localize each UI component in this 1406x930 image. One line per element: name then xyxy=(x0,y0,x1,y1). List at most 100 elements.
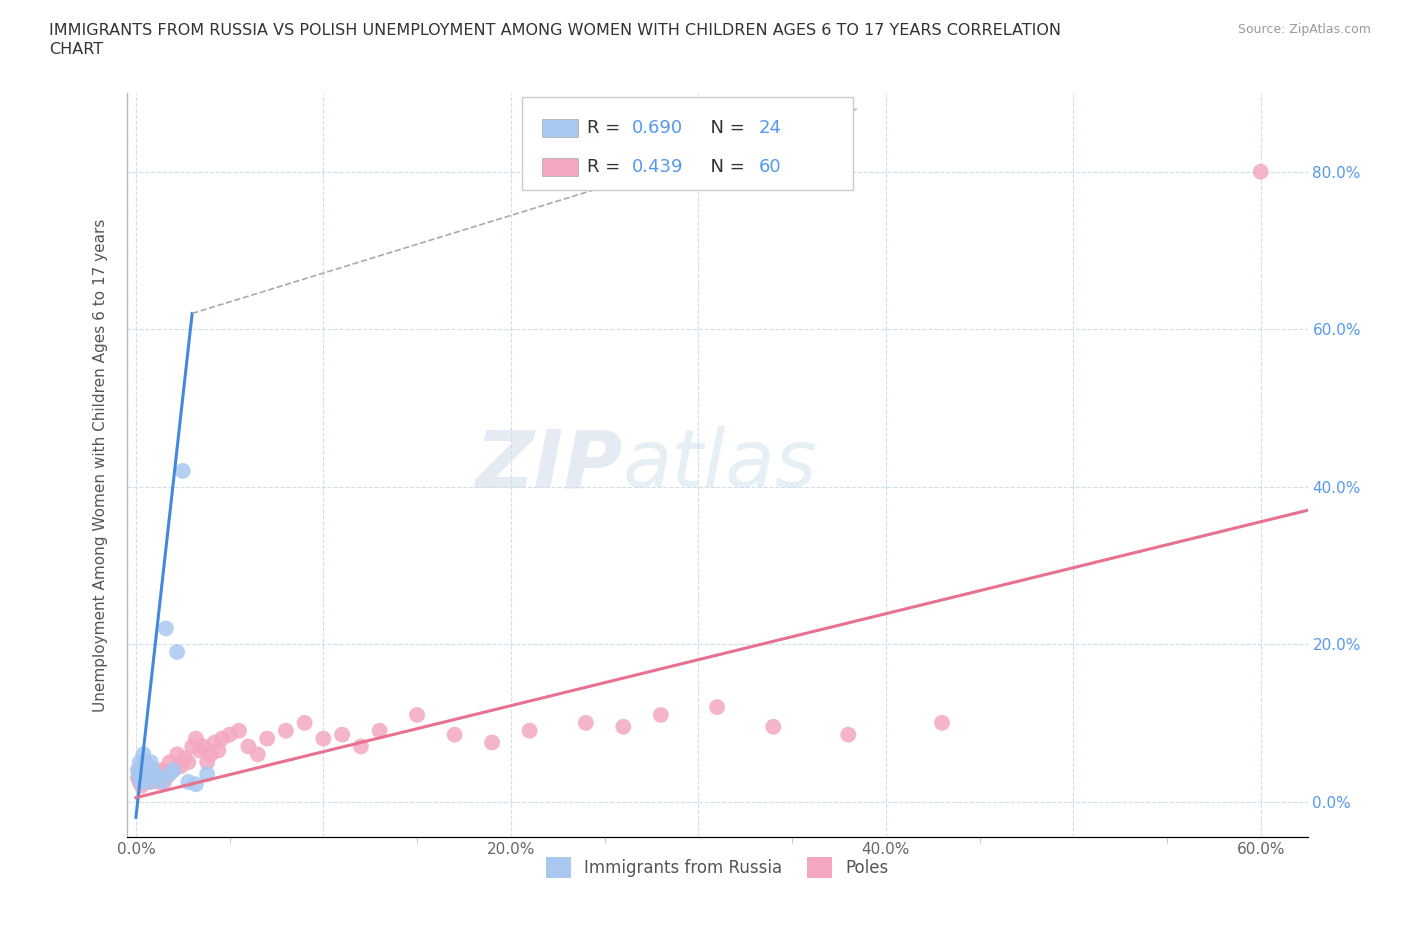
Point xyxy=(150,775,173,790)
Point xyxy=(200,747,222,762)
Point xyxy=(134,775,156,790)
Point xyxy=(139,775,162,790)
Point xyxy=(162,763,184,777)
Point xyxy=(238,739,260,754)
Point xyxy=(519,724,541,738)
Text: 0.690: 0.690 xyxy=(633,119,683,137)
Point xyxy=(762,719,785,734)
Text: R =: R = xyxy=(588,119,626,137)
Point xyxy=(188,743,211,758)
Point xyxy=(294,715,316,730)
Point xyxy=(143,766,166,781)
Point xyxy=(162,763,184,777)
Point xyxy=(134,755,156,770)
Point xyxy=(612,719,634,734)
Point xyxy=(127,763,149,777)
Point xyxy=(207,743,229,758)
Point xyxy=(132,763,155,777)
Point xyxy=(368,724,391,738)
Point xyxy=(159,755,181,770)
Point xyxy=(131,766,153,781)
Point xyxy=(134,763,156,777)
FancyBboxPatch shape xyxy=(543,119,578,137)
Point xyxy=(166,644,188,659)
Point xyxy=(166,747,188,762)
Point xyxy=(172,463,194,478)
Point xyxy=(132,771,155,786)
Point xyxy=(575,715,598,730)
Text: 0.439: 0.439 xyxy=(633,158,683,176)
Text: 24: 24 xyxy=(758,119,782,137)
Point xyxy=(184,777,207,791)
Text: N =: N = xyxy=(699,158,751,176)
Point xyxy=(256,731,278,746)
Legend: Immigrants from Russia, Poles: Immigrants from Russia, Poles xyxy=(538,851,896,884)
Point xyxy=(218,727,240,742)
Point xyxy=(177,755,200,770)
Point xyxy=(1250,165,1272,179)
Point xyxy=(406,708,429,723)
Point xyxy=(127,771,149,786)
Point xyxy=(181,739,204,754)
Point xyxy=(139,771,162,786)
Point xyxy=(131,778,153,793)
Text: CHART: CHART xyxy=(49,42,103,57)
Point xyxy=(246,747,269,762)
Point xyxy=(139,755,162,770)
Point xyxy=(837,727,859,742)
Point xyxy=(128,775,150,790)
Y-axis label: Unemployment Among Women with Children Ages 6 to 17 years: Unemployment Among Women with Children A… xyxy=(93,219,108,711)
Point xyxy=(128,771,150,786)
Text: N =: N = xyxy=(699,119,751,137)
Point xyxy=(312,731,335,746)
Point xyxy=(228,724,250,738)
Point xyxy=(148,775,170,790)
Point xyxy=(274,724,297,738)
FancyBboxPatch shape xyxy=(543,158,578,176)
Point xyxy=(131,775,153,790)
Point xyxy=(155,621,177,636)
Point xyxy=(131,771,153,786)
Point xyxy=(145,771,167,786)
Point xyxy=(443,727,465,742)
Point xyxy=(136,771,159,786)
Point xyxy=(136,771,159,786)
Point xyxy=(136,759,159,774)
Point xyxy=(350,739,373,754)
Point xyxy=(330,727,353,742)
Point xyxy=(138,775,160,790)
Point xyxy=(132,747,155,762)
Text: ZIP: ZIP xyxy=(475,426,623,504)
Point xyxy=(931,715,953,730)
Point xyxy=(132,775,155,790)
Point xyxy=(155,771,177,786)
Point xyxy=(148,771,170,786)
Point xyxy=(211,731,233,746)
Point xyxy=(204,735,226,750)
Point xyxy=(650,708,672,723)
Point xyxy=(195,755,218,770)
Point xyxy=(193,739,215,754)
Point xyxy=(170,759,193,774)
Point xyxy=(128,755,150,770)
Text: IMMIGRANTS FROM RUSSIA VS POLISH UNEMPLOYMENT AMONG WOMEN WITH CHILDREN AGES 6 T: IMMIGRANTS FROM RUSSIA VS POLISH UNEMPLO… xyxy=(49,23,1062,38)
Point xyxy=(153,775,176,790)
Point xyxy=(481,735,503,750)
Text: R =: R = xyxy=(588,158,626,176)
Point xyxy=(134,766,156,781)
Point xyxy=(706,699,728,714)
Point xyxy=(142,766,165,781)
Point xyxy=(159,766,181,781)
FancyBboxPatch shape xyxy=(522,97,853,190)
Text: 60: 60 xyxy=(758,158,780,176)
Text: Source: ZipAtlas.com: Source: ZipAtlas.com xyxy=(1237,23,1371,36)
Point xyxy=(128,763,150,777)
Point xyxy=(142,763,165,777)
Text: atlas: atlas xyxy=(623,426,817,504)
Point xyxy=(150,763,173,777)
Point xyxy=(138,766,160,781)
Point xyxy=(149,766,172,781)
Point xyxy=(143,763,166,777)
Point xyxy=(195,766,218,781)
Point xyxy=(184,731,207,746)
